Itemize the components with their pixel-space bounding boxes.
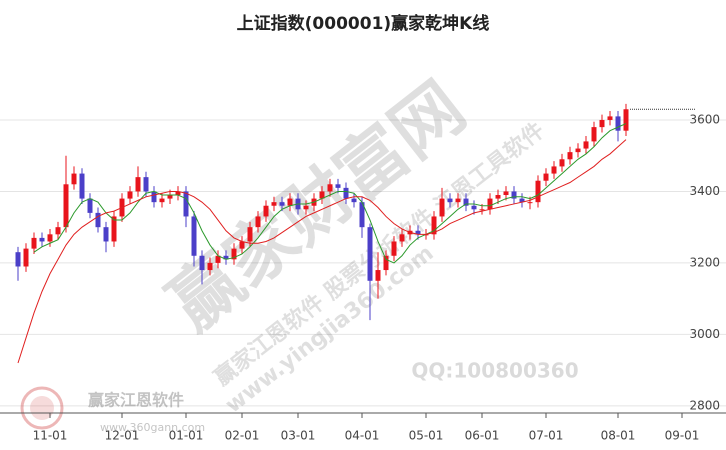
- candle-body: [479, 209, 485, 211]
- candle-body: [623, 109, 629, 131]
- x-tick-label: 08-01: [601, 429, 636, 443]
- candle-body: [367, 227, 373, 281]
- candle-body: [439, 198, 445, 217]
- candle-body: [431, 216, 437, 235]
- candle-body: [103, 227, 109, 242]
- candle-body: [55, 227, 61, 235]
- logo-url: www.360gann.com: [100, 421, 205, 434]
- y-tick-label: 3600: [689, 112, 720, 126]
- y-tick-label: 3200: [689, 255, 720, 269]
- ma-line: [17, 139, 627, 364]
- y-tick-label: 3000: [689, 327, 720, 341]
- candle-body: [447, 198, 453, 203]
- grid: [0, 119, 726, 407]
- x-tick-label: 11-01: [33, 429, 68, 443]
- candle-body: [415, 230, 421, 235]
- candle-body: [391, 241, 397, 256]
- candle-body: [287, 198, 293, 206]
- candle-body: [359, 202, 365, 228]
- logo-text: 赢家江恩软件: [88, 391, 184, 410]
- logo: 赢家江恩软件 www.360gann.com: [20, 386, 205, 434]
- candle-body: [279, 202, 285, 206]
- candle-body: [511, 191, 517, 199]
- x-tick-label: 05-01: [409, 429, 444, 443]
- candle-body: [175, 191, 181, 196]
- candle-body: [87, 198, 93, 213]
- candle-body: [599, 119, 605, 128]
- candle-body: [559, 159, 565, 167]
- candle-body: [31, 237, 37, 249]
- candle-body: [151, 191, 157, 203]
- candle-body: [23, 248, 29, 267]
- candle-body: [463, 198, 469, 206]
- candle-body: [567, 152, 573, 160]
- watermark-text: QQ:100800360: [411, 359, 578, 383]
- y-tick-label: 2800: [689, 398, 720, 412]
- candle-body: [471, 205, 477, 210]
- x-tick-label: 01-01: [169, 429, 204, 443]
- candle-body: [503, 191, 509, 196]
- candle-body: [487, 198, 493, 210]
- candle-body: [183, 191, 189, 217]
- candle-body: [575, 148, 581, 153]
- candle-body: [519, 198, 525, 203]
- candle-body: [71, 173, 77, 185]
- candle-body: [247, 227, 253, 242]
- candle-body: [95, 212, 101, 228]
- candle-body: [191, 216, 197, 256]
- candle-body: [383, 255, 389, 271]
- candle-body: [255, 216, 261, 228]
- x-tick-label: 04-01: [345, 429, 380, 443]
- candle-body: [231, 248, 237, 260]
- x-tick-label: 06-01: [465, 429, 500, 443]
- candle-body: [527, 202, 533, 204]
- candle-body: [535, 180, 541, 203]
- candle-body: [47, 234, 53, 242]
- candle-body: [39, 237, 45, 242]
- candle-body: [111, 216, 117, 242]
- candle-body: [215, 255, 221, 263]
- chart-title: 上证指数(000001)赢家乾坤K线: [237, 13, 490, 34]
- candle-body: [263, 205, 269, 217]
- candle-body: [207, 262, 213, 271]
- x-tick-label: 02-01: [225, 429, 260, 443]
- candle-body: [319, 191, 325, 199]
- ma-line: [33, 123, 627, 264]
- candle-body: [583, 141, 589, 149]
- candle-body: [375, 270, 381, 281]
- candle-body: [135, 177, 141, 192]
- candle-body: [143, 177, 149, 192]
- candle-body: [543, 173, 549, 181]
- candle-body: [223, 255, 229, 260]
- candle-body: [607, 116, 613, 120]
- candle-body: [455, 198, 461, 203]
- x-tick-label: 09-01: [665, 429, 700, 443]
- candle-body: [343, 187, 349, 199]
- candle-body: [239, 241, 245, 249]
- candle-body: [615, 116, 621, 131]
- candle-body: [351, 198, 357, 203]
- candle-body: [159, 198, 165, 203]
- candle-body: [63, 184, 69, 228]
- candle-body: [591, 127, 597, 142]
- candle-body: [327, 184, 333, 192]
- candle-body: [399, 234, 405, 242]
- x-tick-label: 07-01: [529, 429, 564, 443]
- y-tick-label: 3400: [689, 184, 720, 198]
- candle-body: [495, 195, 501, 199]
- candle-body: [127, 191, 133, 199]
- candle-body: [15, 252, 21, 267]
- candle-body: [335, 184, 341, 188]
- candle-body: [199, 255, 205, 271]
- candle-body: [271, 202, 277, 206]
- x-tick-label: 12-01: [105, 429, 140, 443]
- candle-body: [551, 166, 557, 174]
- x-tick-label: 03-01: [281, 429, 316, 443]
- candle-body: [303, 205, 309, 210]
- candle-body: [79, 173, 85, 199]
- candle-body: [167, 195, 173, 199]
